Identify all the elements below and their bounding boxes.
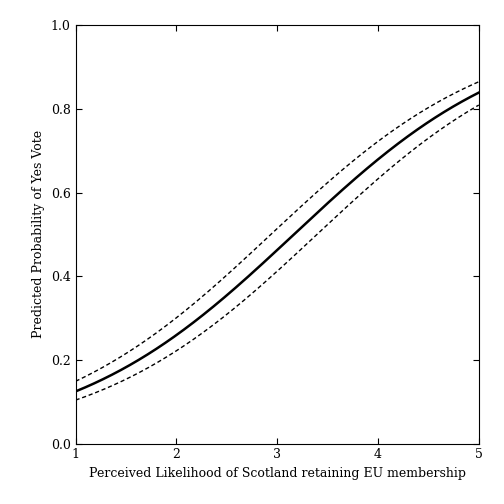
X-axis label: Perceived Likelihood of Scotland retaining EU membership: Perceived Likelihood of Scotland retaini… (89, 467, 466, 480)
Y-axis label: Predicted Probability of Yes Vote: Predicted Probability of Yes Vote (32, 131, 45, 338)
